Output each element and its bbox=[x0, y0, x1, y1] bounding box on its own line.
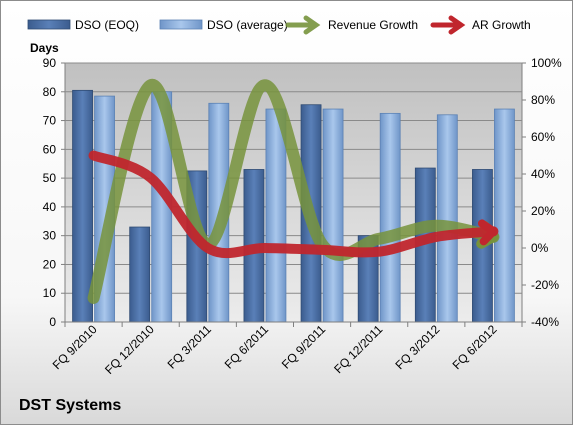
legend-label-dso-eoq: DSO (EOQ) bbox=[75, 18, 139, 32]
bar-dso-eoq bbox=[129, 226, 151, 323]
company-label: DST Systems bbox=[19, 397, 122, 414]
y-tick-label: 40 bbox=[43, 200, 57, 214]
y-tick-label: 50 bbox=[43, 171, 57, 185]
bar-dso-average bbox=[436, 114, 458, 323]
y2-tick-label: -20% bbox=[531, 278, 559, 292]
y2-tick-label: 40% bbox=[531, 167, 555, 181]
y-tick-label: 90 bbox=[43, 56, 57, 70]
y-tick-label: 0 bbox=[49, 315, 56, 329]
legend-swatch-dso-average bbox=[159, 19, 203, 30]
bar-dso-eoq bbox=[72, 89, 93, 323]
legend-label-revenue-growth: Revenue Growth bbox=[328, 18, 418, 32]
legend-label-dso-average: DSO (average) bbox=[207, 18, 288, 32]
y2-tick-label: 100% bbox=[531, 56, 562, 70]
line-revenue-growth bbox=[87, 79, 500, 304]
x-tick-label: FQ 9/2011 bbox=[279, 322, 329, 372]
y2-tick-label: 80% bbox=[531, 93, 555, 107]
legend-swatch-ar-growth bbox=[430, 15, 466, 35]
x-tick-label: FQ 12/2011 bbox=[331, 322, 385, 376]
x-tick-label: FQ 12/2010 bbox=[102, 322, 157, 377]
legend: DSO (EOQ) DSO (average) Revenue Growth A… bbox=[27, 15, 531, 35]
x-tick-label: FQ 6/2011 bbox=[222, 322, 272, 372]
line-ar-growth-arrowhead bbox=[477, 219, 498, 246]
y2-tick-label: 0% bbox=[531, 241, 549, 255]
y-tick-label: 20 bbox=[43, 257, 57, 271]
bar-dso-average bbox=[322, 108, 344, 323]
legend-item-ar-growth: AR Growth bbox=[430, 15, 531, 35]
legend-item-revenue-growth: Revenue Growth bbox=[285, 15, 418, 35]
lines-layer bbox=[87, 79, 500, 304]
x-tick-label: FQ 3/2012 bbox=[392, 322, 442, 372]
bar-dso-average bbox=[379, 112, 401, 323]
y-tick-label: 60 bbox=[43, 142, 57, 156]
bar-dso-average bbox=[494, 108, 515, 323]
y-axis-title: Days bbox=[30, 41, 59, 55]
line-ar-growth bbox=[88, 150, 499, 259]
x-tick-label: FQ 6/2012 bbox=[450, 322, 500, 372]
legend-item-dso-average: DSO (average) bbox=[159, 18, 288, 32]
legend-swatch-revenue-growth bbox=[285, 15, 321, 35]
y-tick-label: 80 bbox=[43, 85, 57, 99]
y-tick-label: 30 bbox=[43, 229, 57, 243]
y2-tick-label: 20% bbox=[531, 204, 555, 218]
legend-label-ar-growth: AR Growth bbox=[472, 18, 531, 32]
y-tick-label: 70 bbox=[43, 114, 57, 128]
legend-swatch-dso-eoq bbox=[27, 19, 71, 30]
x-tick-label: FQ 3/2011 bbox=[165, 322, 215, 372]
legend-item-dso-eoq: DSO (EOQ) bbox=[27, 18, 139, 32]
y2-tick-label: 60% bbox=[531, 130, 555, 144]
bar-dso-average bbox=[265, 108, 287, 323]
x-tick-label: FQ 9/2010 bbox=[50, 322, 100, 372]
y2-tick-label: -40% bbox=[531, 315, 559, 329]
y-tick-label: 10 bbox=[43, 286, 57, 300]
